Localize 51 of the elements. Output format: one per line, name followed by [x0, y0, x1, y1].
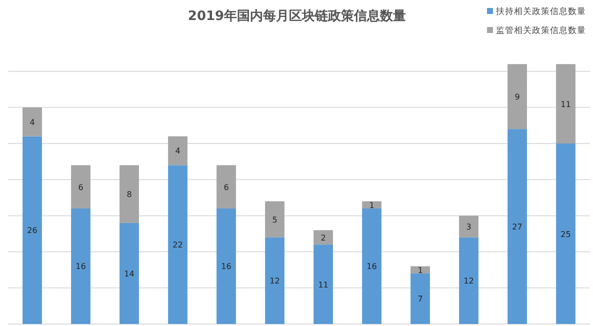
data-label: 11: [560, 100, 571, 109]
data-label: 11: [318, 280, 328, 290]
bar: [556, 144, 576, 324]
data-label: 16: [366, 262, 377, 272]
bar: [508, 129, 527, 324]
bar: [120, 222, 139, 324]
data-label: 7: [418, 294, 423, 304]
bar: [265, 237, 284, 324]
data-label: 5: [272, 215, 278, 224]
bar: [216, 208, 236, 324]
bar: [410, 266, 430, 274]
bar: [168, 136, 188, 166]
data-label: 6: [224, 182, 229, 192]
data-label: 4: [175, 146, 180, 156]
data-label: 26: [27, 226, 38, 236]
chart-title: 2019年国内每月区块链政策信息数量: [188, 8, 406, 24]
bar: [508, 64, 527, 130]
data-label: 8: [126, 190, 132, 200]
data-label: 22: [172, 240, 183, 250]
data-label: 16: [76, 262, 86, 272]
bar: [314, 230, 333, 245]
data-label: 9: [514, 92, 520, 102]
bar: [168, 165, 188, 324]
bar: [120, 165, 139, 223]
bar: [459, 237, 478, 324]
bar: [216, 165, 236, 208]
data-label: 16: [221, 262, 232, 272]
bar: [314, 244, 333, 324]
bar: [362, 201, 382, 208]
bar: [22, 136, 42, 324]
data-label: 27: [512, 222, 522, 232]
data-label: 25: [560, 230, 571, 239]
legend-label: 监管相关政策信息数量: [496, 25, 586, 36]
bar: [265, 201, 284, 238]
bar: [410, 273, 430, 324]
bar: [22, 107, 42, 136]
data-label: 12: [270, 276, 280, 286]
data-label: 2: [320, 233, 326, 242]
data-label: 6: [78, 182, 84, 192]
bar: [71, 165, 90, 208]
data-label: 12: [464, 276, 474, 286]
bar: [459, 216, 478, 238]
legend-label: 扶持相关政策信息数量: [495, 6, 586, 17]
data-label: 14: [124, 269, 134, 278]
data-label: 1: [369, 200, 374, 210]
data-label: 4: [30, 118, 35, 127]
bar: [362, 208, 382, 324]
data-label: 1: [418, 266, 423, 275]
bar: [556, 64, 576, 144]
data-label: 3: [466, 222, 472, 232]
bar: [71, 208, 90, 324]
